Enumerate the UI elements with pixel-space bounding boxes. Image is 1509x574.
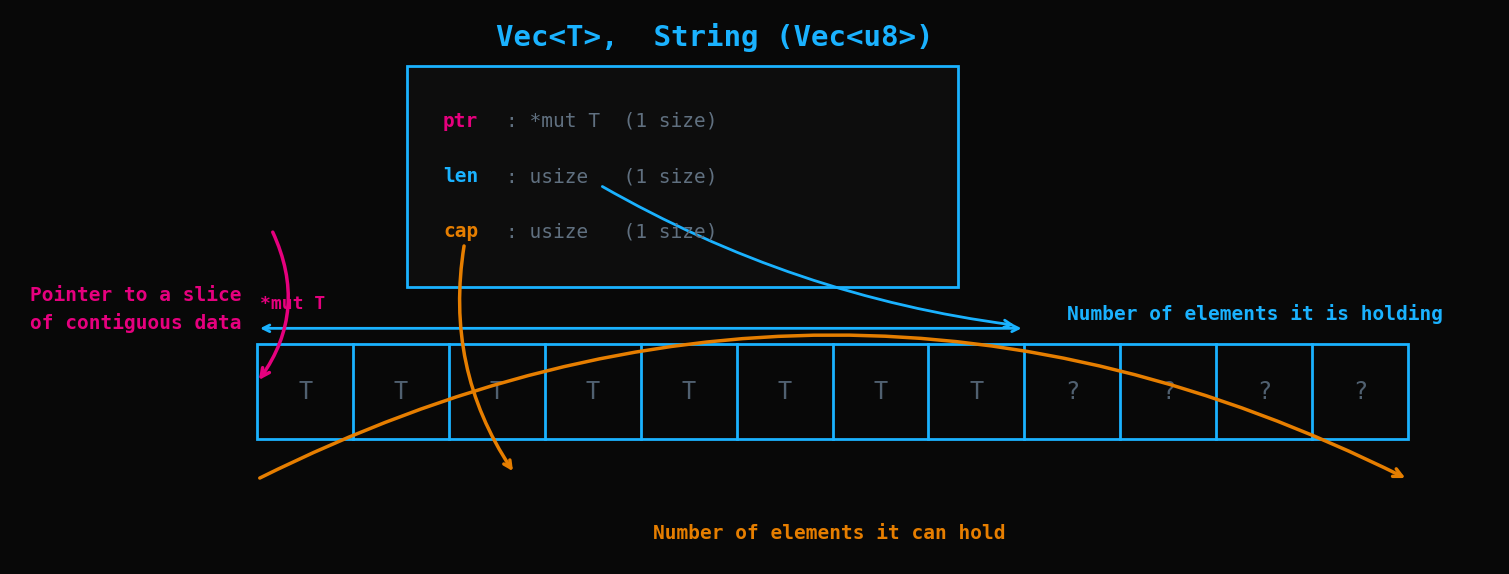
Text: : *mut T  (1 size): : *mut T (1 size) — [506, 112, 717, 131]
Text: T: T — [585, 380, 601, 404]
Bar — [257, 344, 1408, 439]
Text: T: T — [682, 380, 696, 404]
Bar — [407, 66, 958, 287]
Text: ptr: ptr — [444, 112, 478, 131]
Text: ?: ? — [1257, 380, 1271, 404]
Text: Number of elements it is holding: Number of elements it is holding — [1067, 304, 1443, 324]
Text: T: T — [490, 380, 504, 404]
Text: ?: ? — [1065, 380, 1079, 404]
Text: T: T — [394, 380, 409, 404]
Text: T: T — [299, 380, 312, 404]
Text: cap: cap — [444, 222, 478, 241]
Text: : usize   (1 size): : usize (1 size) — [506, 222, 717, 241]
Text: T: T — [777, 380, 792, 404]
Text: Number of elements it can hold: Number of elements it can hold — [653, 524, 1005, 544]
Text: T: T — [969, 380, 984, 404]
Text: Pointer to a slice
of contiguous data: Pointer to a slice of contiguous data — [30, 286, 241, 333]
Text: : usize   (1 size): : usize (1 size) — [506, 167, 717, 186]
Text: len: len — [444, 167, 478, 186]
Text: T: T — [874, 380, 887, 404]
Text: Vec<T>,  String (Vec<u8>): Vec<T>, String (Vec<u8>) — [496, 23, 934, 52]
Text: ?: ? — [1160, 380, 1176, 404]
Text: *mut T: *mut T — [260, 295, 326, 313]
Text: ?: ? — [1352, 380, 1367, 404]
